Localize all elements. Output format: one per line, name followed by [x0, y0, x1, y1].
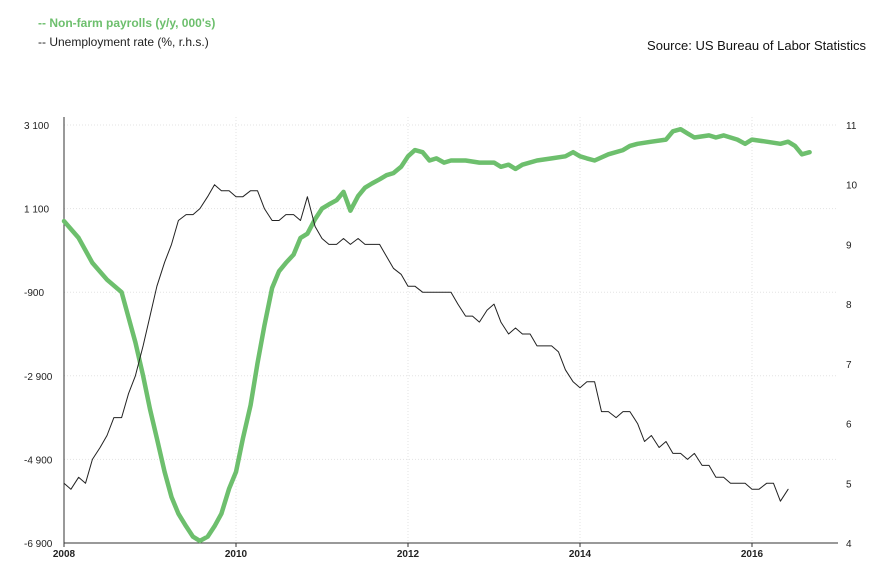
x-tick-label: 2010: [225, 549, 248, 560]
y-right-tick-label: 9: [846, 240, 852, 251]
y-right-tick-label: 5: [846, 479, 852, 490]
y-left-tick-label: 3 100: [24, 121, 49, 132]
y-left-tick-label: -4 900: [24, 455, 53, 466]
y-right-tick-label: 10: [846, 181, 858, 192]
y-right-tick-label: 4: [846, 539, 852, 550]
y-left-tick-label: -6 900: [24, 539, 53, 550]
x-tick-label: 2012: [397, 549, 420, 560]
y-left-tick-label: 1 100: [24, 205, 49, 216]
series-line-payrolls: [61, 126, 812, 544]
legend: -- Non-farm payrolls (y/y, 000's) -- Une…: [38, 14, 215, 52]
series-line-unemployment: [63, 184, 789, 502]
y-right-tick-label: 7: [846, 360, 852, 371]
x-tick-label: 2008: [53, 549, 76, 560]
y-right-tick-label: 8: [846, 300, 852, 311]
y-left-tick-label: -2 900: [24, 372, 53, 383]
y-left-tick-label: -900: [24, 288, 44, 299]
y-right-tick-label: 6: [846, 420, 852, 431]
source-note: Source: US Bureau of Labor Statistics: [647, 38, 866, 53]
legend-payrolls: -- Non-farm payrolls (y/y, 000's): [38, 16, 216, 30]
x-tick-label: 2016: [741, 549, 764, 560]
y-right-tick-label: 11: [846, 121, 857, 132]
x-tick-label: 2014: [569, 549, 592, 560]
legend-unemployment: -- Unemployment rate (%, r.h.s.): [38, 35, 209, 49]
